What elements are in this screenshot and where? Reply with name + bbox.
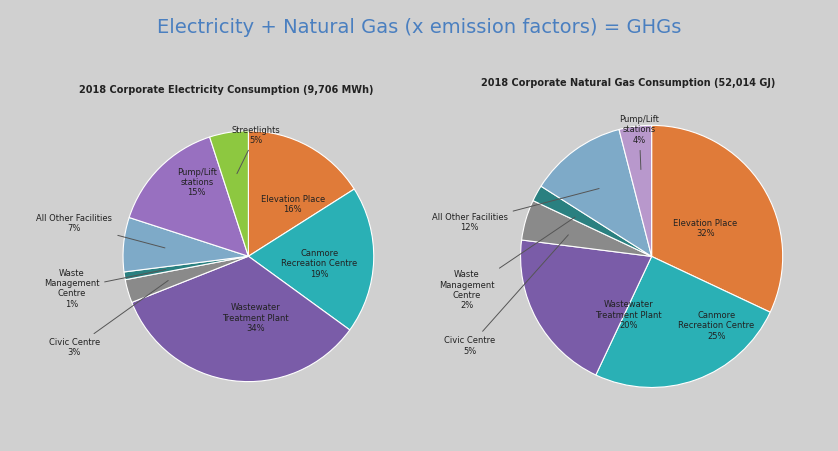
Text: Waste
Management
Centre
2%: Waste Management Centre 2% xyxy=(439,217,575,310)
Wedge shape xyxy=(541,129,652,257)
Text: Waste
Management
Centre
1%: Waste Management Centre 1% xyxy=(44,269,166,309)
Text: All Other Facilities
12%: All Other Facilities 12% xyxy=(432,189,599,232)
Wedge shape xyxy=(123,217,248,272)
Title: 2018 Corporate Natural Gas Consumption (52,014 GJ): 2018 Corporate Natural Gas Consumption (… xyxy=(481,78,776,88)
Wedge shape xyxy=(533,186,652,257)
Wedge shape xyxy=(124,256,248,280)
Wedge shape xyxy=(132,256,349,382)
Text: Wastewater
Treatment Plant
20%: Wastewater Treatment Plant 20% xyxy=(595,300,662,330)
Text: Elevation Place
16%: Elevation Place 16% xyxy=(261,195,325,214)
Text: Canmore
Recreation Centre
19%: Canmore Recreation Centre 19% xyxy=(281,249,357,279)
Wedge shape xyxy=(125,256,248,303)
Wedge shape xyxy=(248,131,354,256)
Text: All Other Facilities
7%: All Other Facilities 7% xyxy=(36,214,165,248)
Text: Civic Centre
3%: Civic Centre 3% xyxy=(49,281,168,357)
Wedge shape xyxy=(210,131,248,256)
Wedge shape xyxy=(248,189,374,330)
Text: Wastewater
Treatment Plant
34%: Wastewater Treatment Plant 34% xyxy=(222,303,289,333)
Text: Pump/Lift
stations
15%: Pump/Lift stations 15% xyxy=(177,168,217,198)
Text: Elevation Place
32%: Elevation Place 32% xyxy=(674,219,737,239)
Text: Canmore
Recreation Centre
25%: Canmore Recreation Centre 25% xyxy=(678,311,754,341)
Wedge shape xyxy=(520,240,652,375)
Text: Streetlights
5%: Streetlights 5% xyxy=(231,126,280,174)
Wedge shape xyxy=(619,125,652,257)
Wedge shape xyxy=(596,257,770,387)
Text: Electricity + Natural Gas (x emission factors) = GHGs: Electricity + Natural Gas (x emission fa… xyxy=(157,18,681,37)
Text: Pump/Lift
stations
4%: Pump/Lift stations 4% xyxy=(619,115,660,170)
Text: Civic Centre
5%: Civic Centre 5% xyxy=(444,235,568,355)
Wedge shape xyxy=(129,137,248,256)
Title: 2018 Corporate Electricity Consumption (9,706 MWh): 2018 Corporate Electricity Consumption (… xyxy=(79,85,374,95)
Wedge shape xyxy=(652,125,783,312)
Wedge shape xyxy=(521,201,652,257)
